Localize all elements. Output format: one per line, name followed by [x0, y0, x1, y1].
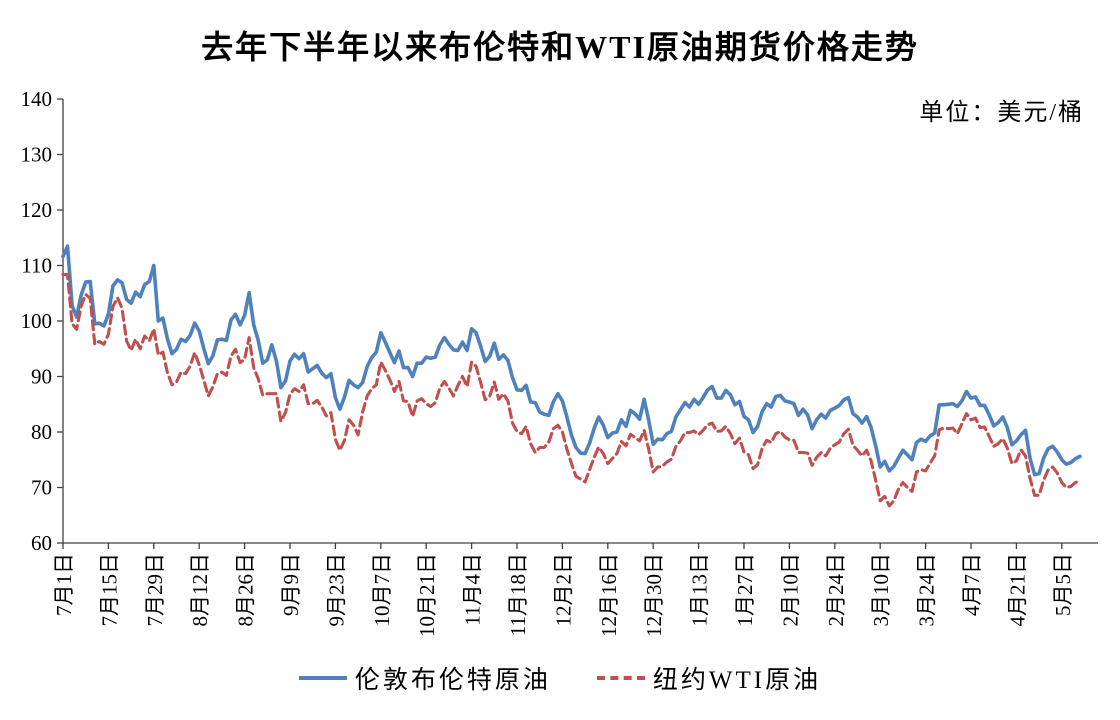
x-tick-label: 1月27日 [733, 553, 757, 627]
y-tick-label: 120 [21, 198, 53, 222]
x-tick-label: 10月21日 [415, 553, 439, 637]
legend-item-brent: 伦敦布伦特原油 [298, 660, 551, 696]
x-tick-label: 9月23日 [324, 553, 348, 627]
x-tick-label: 12月30日 [642, 553, 666, 637]
y-tick-label: 60 [31, 531, 52, 555]
x-tick-label: 11月4日 [461, 553, 485, 626]
y-tick-label: 90 [31, 365, 52, 389]
legend: 伦敦布伦特原油 纽约WTI原油 [0, 660, 1120, 696]
x-tick-label: 7月29日 [143, 553, 167, 627]
y-tick-label: 140 [21, 87, 53, 111]
x-tick-label: 1月13日 [688, 553, 712, 627]
x-tick-label: 3月24日 [915, 553, 939, 627]
x-tick-label: 5月5日 [1051, 553, 1075, 616]
wti-legend-label: 纽约WTI原油 [652, 667, 822, 694]
x-tick-label: 8月12日 [188, 553, 212, 627]
x-tick-label: 2月10日 [778, 553, 802, 627]
x-tick-label: 9月9日 [279, 553, 303, 616]
legend-item-wti: 纽约WTI原油 [596, 660, 822, 696]
y-tick-label: 70 [31, 476, 52, 500]
x-tick-label: 12月16日 [597, 553, 621, 637]
y-tick-label: 100 [21, 309, 53, 333]
wti-line [61, 272, 1082, 508]
unit-label: 单位：美元/桶 [919, 100, 1084, 126]
x-tick-label: 4月7日 [960, 553, 984, 616]
brent-legend-label: 伦敦布伦特原油 [354, 667, 551, 694]
x-tick-label: 8月26日 [234, 553, 258, 627]
y-tick-label: 80 [31, 420, 52, 444]
y-tick-label: 110 [21, 254, 52, 278]
wti-line-swatch [596, 676, 645, 680]
brent-line [61, 244, 1082, 477]
chart-title: 去年下半年以来布伦特和WTI原油期货价格走势 [201, 29, 919, 65]
x-tick-label: 7月1日 [52, 553, 76, 616]
x-tick-label: 2月24日 [824, 553, 848, 627]
x-tick-label: 3月10日 [869, 553, 893, 627]
y-tick-label: 130 [21, 143, 53, 167]
x-tick-label: 4月21日 [1005, 553, 1029, 627]
x-tick-label: 10月7日 [370, 553, 394, 627]
x-tick-label: 11月18日 [506, 553, 530, 636]
x-tick-label: 7月15日 [97, 553, 121, 627]
brent-line-swatch [298, 676, 347, 680]
x-tick-label: 12月2日 [551, 553, 575, 627]
